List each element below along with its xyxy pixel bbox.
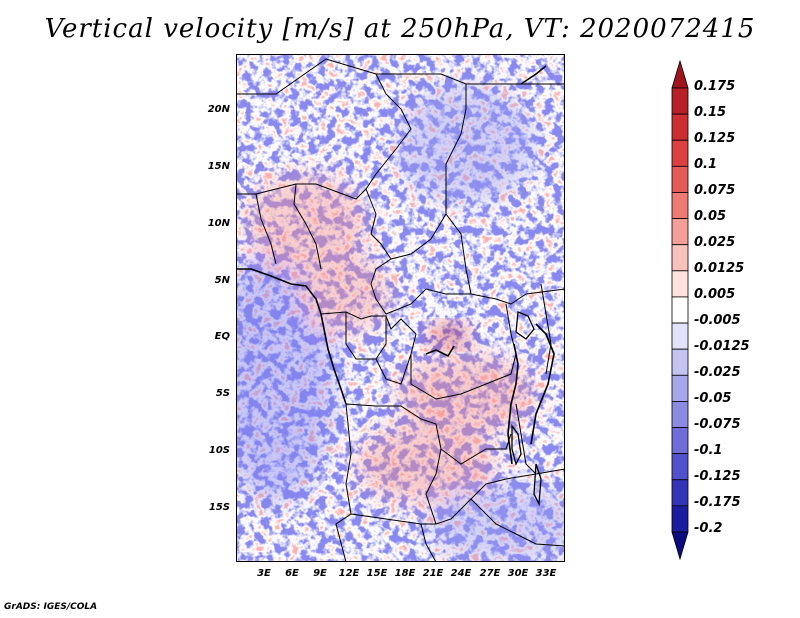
colorbar-label: -0.05 bbox=[694, 391, 732, 406]
colorbar-label: -0.025 bbox=[694, 365, 741, 380]
country-borders bbox=[236, 58, 565, 562]
colorbar-segment bbox=[671, 531, 689, 560]
colorbar-label: -0.005 bbox=[694, 313, 741, 328]
colorbar-label: -0.075 bbox=[694, 417, 741, 432]
colorbar-segment bbox=[671, 453, 689, 481]
colorbar-segment bbox=[671, 348, 689, 376]
map-title: Vertical velocity [m/s] at 250hPa, VT: 2… bbox=[44, 14, 756, 44]
colorbar-segment bbox=[671, 244, 689, 272]
colorbar-label: 0.075 bbox=[694, 183, 736, 198]
colorbar-label: 0.1 bbox=[694, 157, 718, 172]
lon-tick-label: 6E bbox=[285, 568, 299, 579]
colorbar-segment bbox=[671, 218, 689, 246]
velocity-field-map bbox=[236, 54, 565, 562]
lon-tick-label: 15E bbox=[366, 568, 388, 579]
colorbar-segment bbox=[671, 505, 689, 533]
regional-tint bbox=[236, 84, 565, 562]
colorbar-label: 0.025 bbox=[694, 235, 736, 250]
lat-tick-label: 15S bbox=[208, 502, 230, 513]
colorbar-label: -0.1 bbox=[694, 443, 723, 458]
colorbar-label: -0.125 bbox=[694, 469, 741, 484]
colorbar-label: 0.125 bbox=[694, 131, 736, 146]
colorbar-label: 0.005 bbox=[694, 287, 736, 302]
colorbar-label: 0.0125 bbox=[694, 261, 745, 276]
lat-tick-label: 20N bbox=[207, 104, 230, 115]
lon-tick-label: 18E bbox=[394, 568, 416, 579]
colorbar-segment bbox=[671, 374, 689, 402]
map-panel bbox=[236, 54, 565, 562]
lon-tick-label: 9E bbox=[313, 568, 327, 579]
lon-tick-label: 24E bbox=[450, 568, 472, 579]
lon-tick-label: 30E bbox=[507, 568, 529, 579]
colorbar-label: 0.15 bbox=[694, 105, 727, 120]
colorbar-segment bbox=[671, 60, 689, 89]
colorbar-label: -0.175 bbox=[694, 495, 741, 510]
lat-tick-label: 10N bbox=[207, 218, 230, 229]
credit-text: GrADS: IGES/COLA bbox=[4, 602, 98, 612]
lat-tick-label: 10S bbox=[208, 445, 230, 456]
colorbar-segment bbox=[671, 296, 689, 324]
colorbar-segment bbox=[671, 139, 689, 167]
strong-updraft-core bbox=[427, 323, 471, 347]
colorbar-label: -0.0125 bbox=[694, 339, 750, 354]
colorbar-segment bbox=[671, 427, 689, 455]
lakes bbox=[511, 311, 542, 507]
colorbar-label: -0.2 bbox=[694, 521, 723, 536]
lon-tick-label: 3E bbox=[257, 568, 271, 579]
colorbar-segment bbox=[671, 113, 689, 141]
map-frame bbox=[236, 54, 565, 562]
lat-tick-label: 15N bbox=[207, 161, 230, 172]
colorbar bbox=[671, 60, 689, 560]
colorbar-segment bbox=[671, 270, 689, 298]
lon-tick-label: 27E bbox=[479, 568, 501, 579]
colorbar-segment bbox=[671, 322, 689, 350]
lat-tick-label: 5N bbox=[214, 275, 230, 286]
colorbar-segment bbox=[671, 401, 689, 428]
colorbar-label: 0.05 bbox=[694, 209, 727, 224]
colorbar-segment bbox=[671, 192, 689, 219]
colorbar-label: 0.175 bbox=[694, 79, 736, 94]
lon-tick-label: 33E bbox=[535, 568, 557, 579]
colorbar-segment bbox=[671, 479, 689, 507]
lat-tick-label: EQ bbox=[214, 331, 230, 342]
lon-tick-label: 21E bbox=[422, 568, 444, 579]
coastline bbox=[236, 65, 555, 465]
lat-tick-label: 5S bbox=[215, 388, 230, 399]
colorbar-segment bbox=[671, 165, 689, 193]
colorbar-segment bbox=[671, 87, 689, 115]
lon-tick-label: 12E bbox=[338, 568, 360, 579]
